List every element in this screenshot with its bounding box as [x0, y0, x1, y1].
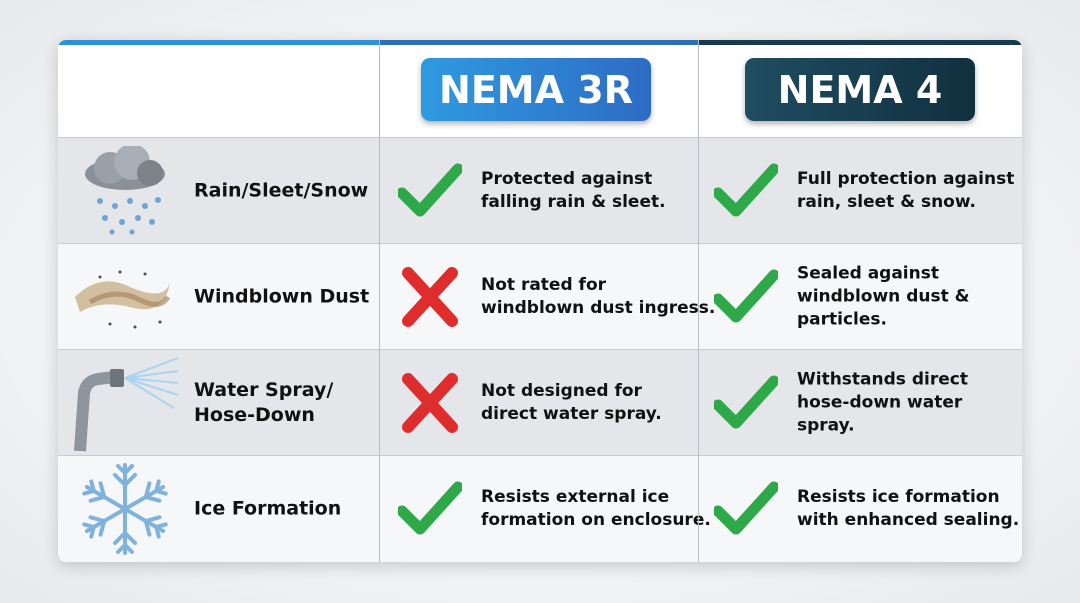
column-header: NEMA 3R — [421, 58, 651, 121]
column-header: NEMA 4 — [745, 58, 975, 121]
row-label: Windblown Dust — [194, 285, 370, 308]
cell-text: Sealed against windblown dust & particle… — [797, 263, 970, 330]
table-row: Windblown Dust Not rated for windblown du… — [58, 243, 1022, 350]
top-accent — [380, 40, 698, 45]
row-label: Water Spray/ Hose-Down — [194, 379, 334, 426]
dust-icon — [75, 270, 171, 329]
table-row: Rain/Sleet/Snow Protected against falling… — [58, 137, 1022, 244]
check-icon — [714, 163, 778, 217]
cell-text: Protected against falling rain & sleet. — [481, 169, 666, 212]
top-accent — [58, 40, 380, 45]
check-icon — [714, 269, 778, 323]
cell-text: Not rated for windblown dust ingress. — [481, 275, 716, 318]
snowflake-icon — [79, 463, 171, 555]
comparison-table: NEMA 3R NEMA 4 Rain/Sleet/Snow Protected … — [58, 40, 1022, 562]
cell-text: Resists external ice formation on enclos… — [481, 487, 711, 530]
column-divider — [379, 40, 380, 562]
cell-text: Resists ice formation with enhanced seal… — [797, 487, 1020, 530]
cross-icon — [402, 267, 458, 327]
rain-icon — [85, 146, 165, 235]
table-row: Water Spray/ Hose-Down Not designed for d… — [58, 349, 1022, 456]
cross-icon — [402, 373, 458, 433]
column-divider — [698, 40, 699, 562]
top-accent — [698, 40, 1022, 45]
cell-text: Not designed for direct water spray. — [481, 381, 662, 424]
check-icon — [714, 481, 778, 535]
check-icon — [398, 481, 462, 535]
check-icon — [714, 375, 778, 429]
cell-text: Withstands direct hose-down water spray. — [797, 369, 968, 436]
check-icon — [398, 163, 462, 217]
cell-text: Full protection against rain, sleet & sn… — [797, 169, 1015, 212]
table-row: Ice Formation Resists external ice format… — [58, 455, 1022, 562]
hose-icon — [74, 357, 179, 452]
row-label: Ice Formation — [194, 497, 342, 520]
row-label: Rain/Sleet/Snow — [194, 179, 369, 202]
